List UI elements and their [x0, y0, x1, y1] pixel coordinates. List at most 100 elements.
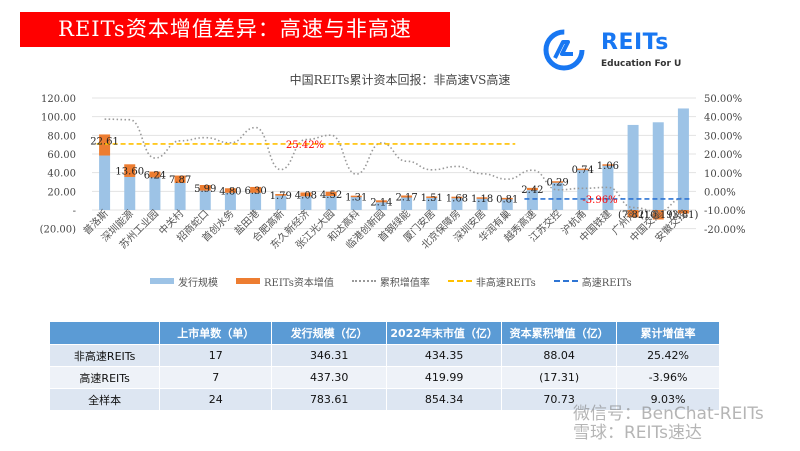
table-header: 上市单数（单）: [159, 322, 273, 345]
capital-gain-label: 4.52: [320, 190, 342, 201]
legend-swatch-icon: [150, 278, 174, 284]
logo: REITs Education For U: [543, 27, 683, 77]
watermark: 微信号：BenChat-REITs 雪球：REITs速达: [573, 405, 764, 443]
table-cell: 437.30: [271, 366, 388, 389]
capital-gain-bar: [174, 175, 186, 183]
table-cell: 9.03%: [616, 388, 720, 410]
legend-label: 发行规模: [178, 277, 218, 289]
capital-gain-bar: [124, 164, 136, 177]
right-axis-tick: 50.00%: [704, 94, 742, 105]
table-cell: 346.31: [271, 344, 388, 367]
issuance-bar: [199, 190, 211, 210]
capital-loss-bar: [677, 210, 689, 214]
capital-gain-bar: [602, 164, 614, 166]
table-cell: 高速REITs: [50, 366, 161, 389]
capital-gain-label: 4.80: [219, 186, 241, 197]
right-axis-tick: -10.00%: [704, 206, 746, 217]
right-axis-tick: 40.00%: [704, 113, 742, 124]
table-cell: 434.35: [386, 344, 503, 367]
capital-gain-bar: [476, 197, 488, 199]
legend-label: 累积增值率: [379, 277, 430, 289]
capital-gain-bar: [526, 187, 538, 191]
capital-gain-bar: [451, 196, 463, 199]
capital-gain-bar: [577, 168, 589, 171]
issuance-bar: [577, 169, 589, 210]
left-axis-tick: 80.00: [47, 131, 76, 142]
capital-gain-label: (10.19): [640, 210, 677, 221]
issuance-bar: [224, 192, 236, 210]
legend-item: 高速REITs: [553, 274, 632, 289]
chart-legend: 发行规模 REITs资本增值 累积增值率 非高速REITs 高速REITs: [150, 273, 670, 289]
left-axis-tick: 60.00: [47, 150, 76, 161]
capital-gain-label: 1.06: [597, 161, 619, 172]
table-header: 资本累积增值（亿）: [501, 322, 618, 345]
table-header: 累计增值率: [616, 322, 720, 345]
combo-chart: 120.00 100.00 80.00 60.00 40.00 20.00 - (20.00)…: [40, 94, 746, 251]
capital-gain-label: (3.81): [668, 210, 698, 221]
table-header: [50, 322, 161, 345]
capital-loss-bar: [627, 210, 639, 218]
capital-gain-bar: [199, 185, 211, 191]
left-axis-tick: 20.00: [47, 187, 76, 198]
table-header: 发行规模（亿）: [271, 322, 388, 345]
capital-gain-label: 0.29: [546, 177, 568, 188]
table-header-row: 上市单数（单） 发行规模（亿） 2022年末市值（亿） 资本累积增值（亿） 累计…: [50, 322, 720, 345]
legend-item: REITs资本增值: [236, 274, 334, 289]
capital-gain-bar: [300, 192, 312, 197]
table-row: 高速REITs 7 437.30 419.99 (17.31) -3.96%: [50, 366, 720, 389]
logo-tagline: Education For U: [601, 59, 682, 69]
issuance-bar: [526, 190, 538, 210]
capital-gain-bar: [401, 195, 413, 198]
issuance-bar: [677, 108, 689, 210]
chart-title: 中国REITs累计资本回报：非高速VS高速: [289, 73, 511, 87]
watermark-wechat: 微信号：BenChat-REITs: [573, 404, 764, 424]
right-axis-tick: 20.00%: [704, 150, 742, 161]
summary-table: 上市单数（单） 发行规模（亿） 2022年末市值（亿） 资本累积增值（亿） 累计…: [50, 322, 720, 410]
capital-gain-label: 1.79: [270, 191, 292, 202]
table-cell: (17.31): [501, 366, 618, 389]
highway-avg-label: -3.96%: [582, 195, 617, 206]
watermark-xueqiu: 雪球：REITs速达: [573, 423, 702, 443]
legend-swatch-icon: [236, 278, 260, 284]
left-axis-tick: 100.00: [41, 113, 76, 124]
right-axis-tick: 10.00%: [704, 169, 742, 180]
table-cell: 419.99: [386, 366, 503, 389]
capital-gain-bar: [149, 171, 161, 178]
capital-gain-label: 1.18: [471, 194, 493, 205]
capital-gain-label: 5.99: [194, 184, 216, 195]
table-row: 全样本 24 783.61 854.34 70.73 9.03%: [50, 388, 720, 410]
issuance-bar: [426, 197, 438, 210]
capital-gain-bar: [350, 195, 362, 198]
table-cell: 88.04: [501, 344, 618, 367]
issuance-bar: [501, 198, 513, 210]
left-axis-tick: (20.00): [40, 225, 77, 236]
legend-label: REITs资本增值: [264, 277, 334, 289]
capital-gain-label: 13.60: [115, 166, 144, 177]
issuance-bar: [149, 177, 161, 210]
right-axis-tick: -20.00%: [704, 225, 746, 236]
issuance-bar: [652, 122, 664, 210]
capital-gain-bar: [99, 134, 111, 156]
table-cell: -3.96%: [616, 366, 720, 389]
cumulative-rate-line: [104, 118, 684, 213]
capital-gain-bar: [426, 196, 438, 198]
capital-gain-label: 2.14: [370, 197, 392, 208]
issuance-bar: [325, 195, 337, 210]
issuance-bar: [300, 196, 312, 210]
capital-gain-bar: [325, 191, 337, 196]
table-cell: 非高速REITs: [50, 344, 161, 367]
capital-gain-bar: [250, 186, 262, 193]
legend-item: 非高速REITs: [447, 274, 536, 289]
right-axis-tick: 0.00%: [704, 188, 736, 199]
left-axis-tick: -: [73, 206, 76, 217]
table-header: 2022年末市值（亿）: [386, 322, 503, 345]
reits-logo-icon: [543, 29, 585, 71]
legend-label: 高速REITs: [581, 277, 632, 289]
capital-gain-label: (7.82): [618, 210, 648, 221]
capital-gain-bar: [552, 181, 564, 183]
capital-gain-label: 6.30: [244, 186, 266, 197]
issuance-bar: [476, 198, 488, 210]
capital-gain-label: 4.08: [295, 190, 317, 201]
legend-item: 累积增值率: [351, 274, 430, 289]
capital-gain-label: 1.68: [446, 194, 468, 205]
